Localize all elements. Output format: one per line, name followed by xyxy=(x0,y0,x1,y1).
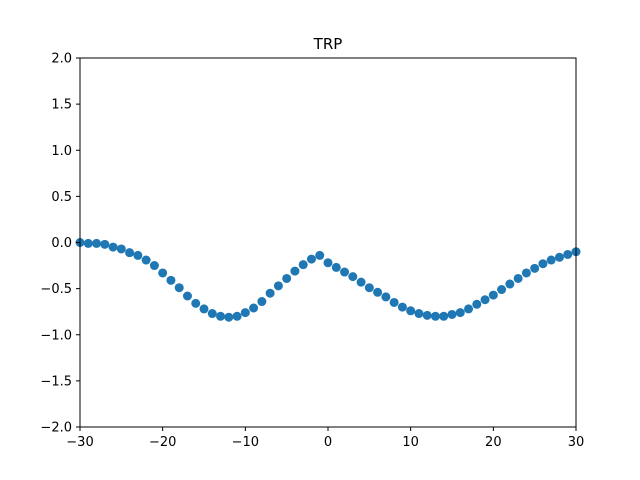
data-point xyxy=(216,311,226,321)
data-point xyxy=(290,266,300,276)
data-point xyxy=(207,309,217,319)
data-point xyxy=(447,309,457,319)
data-point xyxy=(521,268,531,278)
data-point xyxy=(430,311,440,321)
data-point xyxy=(364,283,374,293)
data-point xyxy=(488,290,498,300)
data-point xyxy=(513,273,523,283)
data-point xyxy=(265,288,275,298)
data-point xyxy=(397,302,407,312)
data-point xyxy=(497,285,507,295)
y-tick-label: 0.0 xyxy=(51,236,72,251)
x-tick-label: 10 xyxy=(402,435,419,450)
data-point xyxy=(480,295,490,305)
y-tick-label: 2.0 xyxy=(51,52,72,67)
data-point xyxy=(298,260,308,270)
x-axis-ticks: −30 −20 −10 0 10 20 30 xyxy=(66,427,584,450)
y-tick-label: 0.5 xyxy=(51,190,72,205)
data-point xyxy=(100,239,110,249)
y-tick-label: −2.0 xyxy=(40,421,72,436)
data-point xyxy=(257,297,267,307)
data-point xyxy=(563,249,573,259)
x-tick-label: −20 xyxy=(149,435,176,450)
data-point xyxy=(158,268,168,278)
data-point xyxy=(356,277,366,287)
x-tick-label: −10 xyxy=(232,435,259,450)
y-tick-label: −1.0 xyxy=(40,328,72,343)
x-tick-label: 30 xyxy=(568,435,585,450)
data-point xyxy=(191,298,201,308)
data-point xyxy=(306,254,316,264)
data-point xyxy=(133,250,143,260)
y-axis-ticks: −2.0 −1.5 −1.0 −0.5 0.0 0.5 1.0 1.5 2.0 xyxy=(40,52,80,436)
data-point xyxy=(439,311,449,321)
y-tick-label: −1.5 xyxy=(40,374,72,389)
data-point xyxy=(422,310,432,320)
data-point xyxy=(174,283,184,293)
data-point xyxy=(373,287,383,297)
data-point xyxy=(315,250,325,260)
data-point xyxy=(323,258,333,268)
x-tick-label: 0 xyxy=(324,435,332,450)
plot-frame xyxy=(79,57,577,428)
data-point xyxy=(83,238,93,248)
data-point xyxy=(199,304,209,314)
data-point xyxy=(92,238,102,248)
data-point xyxy=(331,262,341,272)
y-tick-label: −0.5 xyxy=(40,282,72,297)
data-point xyxy=(182,291,192,301)
data-point xyxy=(455,308,465,318)
data-point xyxy=(554,252,564,262)
x-tick-label: −30 xyxy=(66,435,93,450)
data-point xyxy=(414,309,424,319)
data-point xyxy=(406,306,416,316)
data-point xyxy=(282,273,292,283)
data-point xyxy=(340,267,350,277)
data-point xyxy=(538,259,548,269)
data-point xyxy=(108,242,118,252)
data-point xyxy=(546,255,556,265)
chart-title: TRP xyxy=(313,35,343,53)
data-point xyxy=(125,248,135,258)
data-point xyxy=(472,299,482,309)
y-tick-label: 1.0 xyxy=(51,144,72,159)
data-point xyxy=(116,244,126,254)
data-point xyxy=(348,272,358,282)
data-point xyxy=(141,255,151,265)
data-point xyxy=(505,279,515,289)
data-point xyxy=(224,312,234,322)
y-tick-label: 1.5 xyxy=(51,98,72,113)
data-point xyxy=(273,281,283,291)
data-point xyxy=(149,261,159,271)
data-point xyxy=(240,308,250,318)
data-point xyxy=(464,304,474,314)
data-point xyxy=(232,311,242,321)
data-point xyxy=(381,292,391,302)
data-point xyxy=(530,263,540,273)
x-tick-label: 20 xyxy=(485,435,502,450)
data-point xyxy=(166,275,176,285)
data-point xyxy=(389,297,399,307)
data-point xyxy=(249,303,259,313)
